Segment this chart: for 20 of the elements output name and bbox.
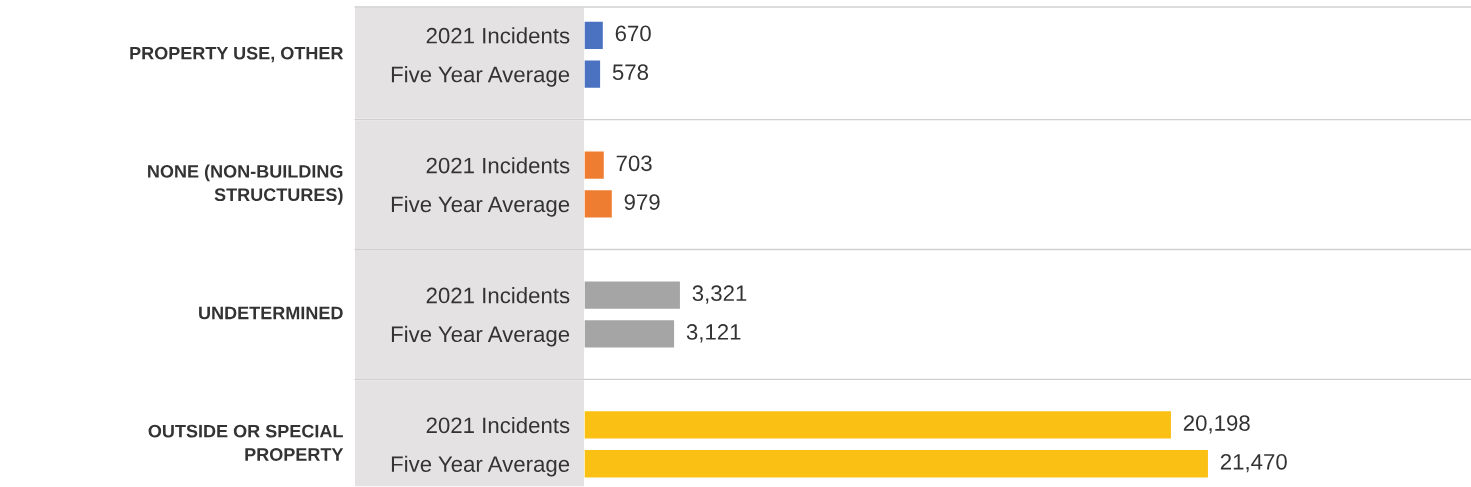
y-tick-label: 2021 Incidents (426, 287, 570, 304)
y-tick-label: Five Year Average (391, 195, 570, 217)
data-label: 3,321 (692, 285, 747, 304)
data-label: 979 (624, 194, 660, 210)
text: PROPERTY USE, OTHER (130, 46, 344, 63)
data-label: 670 (615, 25, 651, 42)
text: OUTSIDE OR SPECIAL PROPERTY (148, 424, 344, 461)
data-label: 3,121 (686, 324, 741, 343)
text: NONE (NON-BUILDING STRUCTURES) (148, 164, 343, 205)
y-tick-label: 2021 Incidents (426, 416, 570, 434)
data-label: 703 (616, 155, 652, 172)
y-tick-label: Five Year Average (391, 66, 570, 87)
text: UNDETERMINED (199, 306, 343, 320)
data-label: 20,198 (1183, 415, 1250, 434)
data-label: 578 (612, 64, 649, 81)
y-tick-label: Five Year Average (391, 325, 570, 347)
y-tick-label: 2021 Incidents (426, 27, 570, 44)
y-tick-label: Five Year Average (391, 455, 570, 477)
data-label: 21,470 (1220, 453, 1287, 473)
y-tick-label: 2021 Incidents (426, 157, 570, 174)
